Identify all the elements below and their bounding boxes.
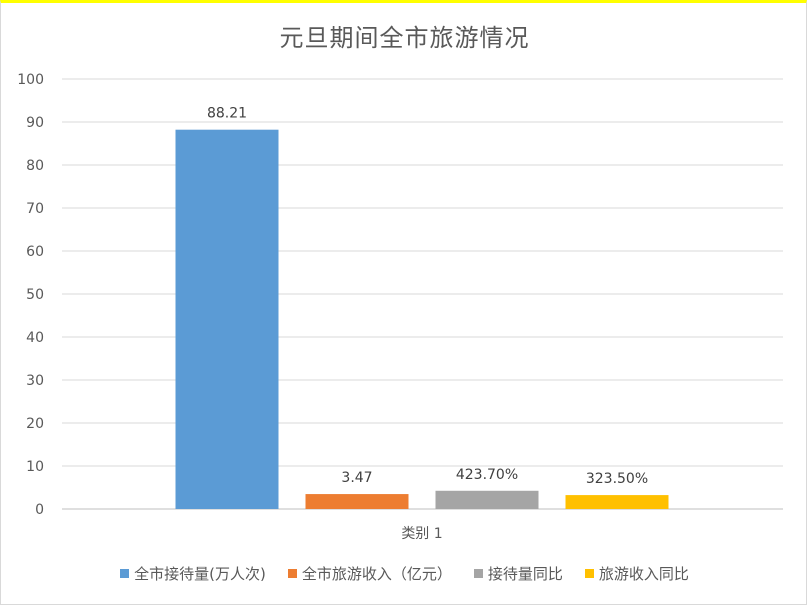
legend-item-1: 全市接待量(万人次) [120,563,266,584]
y-tick-label: 70 [26,201,44,217]
data-label-2: 3.47 [341,470,372,486]
legend-swatch [584,569,594,578]
data-label-4: 323.50% [586,471,648,487]
chart-title: 元旦期间全市旅游情况 [279,24,530,52]
legend-label: 全市旅游收入（亿元） [301,565,452,583]
x-tick-label: 类别 1 [401,526,442,542]
legend-item-2: 全市旅游收入（亿元） [287,563,452,584]
y-tick-label: 10 [26,459,44,475]
legend: 全市接待量(万人次) 全市旅游收入（亿元） 接待量同比 旅游收入同比 [0,563,809,584]
data-labels: 88.21 3.47 423.70% 323.50% [207,106,648,487]
y-tick-label: 50 [26,287,44,303]
x-axis: 类别 1 [401,526,442,542]
y-tick-label: 60 [26,244,44,260]
data-label-1: 88.21 [207,106,247,122]
y-tick-label: 0 [35,502,44,518]
y-tick-label: 40 [26,330,44,346]
y-axis: 0 10 20 30 40 50 60 70 80 90 100 [17,72,44,518]
legend-swatch [473,569,483,578]
legend-label: 旅游收入同比 [598,565,689,583]
data-label-3: 423.70% [456,467,518,483]
legend-label: 全市接待量(万人次) [134,565,266,583]
y-tick-label: 20 [26,416,44,432]
gridlines [62,78,783,510]
bar-3 [435,490,539,509]
bar-2 [305,494,409,509]
legend-swatch [120,569,130,578]
legend-item-4: 旅游收入同比 [584,563,689,584]
bar-1 [175,129,279,509]
y-tick-label: 90 [26,115,44,131]
legend-swatch [287,569,297,578]
bar-4 [565,495,669,509]
y-tick-label: 30 [26,373,44,389]
bars [175,129,669,509]
legend-label: 接待量同比 [487,565,563,583]
y-tick-label: 100 [17,72,44,88]
legend-item-3: 接待量同比 [473,563,563,584]
y-tick-label: 80 [26,158,44,174]
